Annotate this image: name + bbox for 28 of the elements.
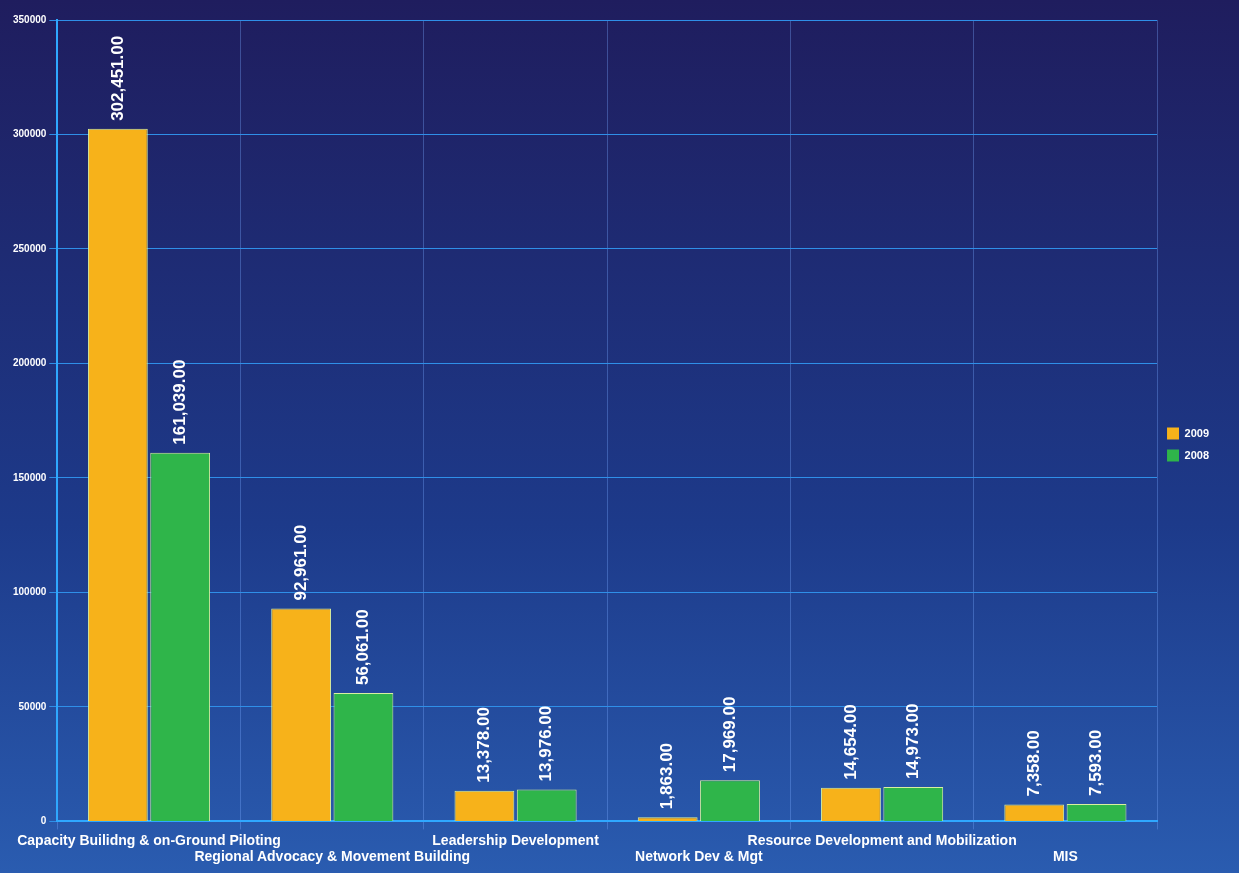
- data-label: 302,451.00: [107, 35, 127, 121]
- data-label: 7,593.00: [1086, 729, 1106, 797]
- x-tick-label: Capacity Builidng & on-Ground Piloting: [17, 831, 281, 848]
- data-label: 161,039.00: [169, 359, 189, 445]
- y-tick-label: 0: [40, 815, 47, 827]
- y-tick-label: 200000: [12, 357, 47, 369]
- data-label: 1,863.00: [657, 742, 677, 810]
- data-label: 7,358.00: [1023, 730, 1043, 797]
- data-label: 56,061.00: [353, 609, 373, 686]
- y-tick-label: 150000: [12, 471, 47, 483]
- y-tick-label: 100000: [12, 586, 47, 598]
- y-tick-label: 250000: [12, 242, 47, 254]
- y-tick-label: 300000: [12, 128, 47, 140]
- x-tick-label: Regional Advocacy & Movement Building: [194, 848, 471, 865]
- legend-label: 2009: [1184, 426, 1210, 439]
- x-tick-label: Resource Development and Mobilization: [747, 831, 1017, 848]
- legend-label: 2008: [1184, 448, 1210, 461]
- data-label: 17,969.00: [719, 696, 739, 773]
- x-tick-label: MIS: [1052, 848, 1078, 865]
- data-label: 13,976.00: [536, 705, 556, 782]
- x-tick-label: Leadership Development: [432, 831, 600, 848]
- data-label: 13,378.00: [474, 707, 494, 783]
- y-tick-label: 350000: [12, 13, 47, 25]
- data-label: 92,961.00: [290, 524, 310, 601]
- data-label: 14,654.00: [840, 704, 860, 780]
- y-tick-label: 50000: [18, 700, 47, 712]
- x-tick-label: Network Dev & Mgt: [635, 848, 763, 865]
- data-label: 14,973.00: [902, 703, 922, 780]
